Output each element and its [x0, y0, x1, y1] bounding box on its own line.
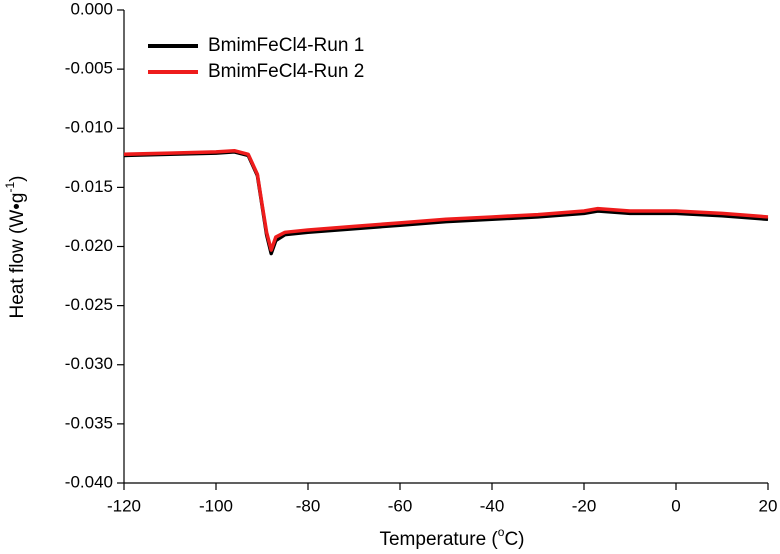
x-tick-label: 20 [759, 496, 778, 515]
y-tick-label: -0.040 [65, 472, 113, 491]
x-tick-label: -100 [199, 496, 233, 515]
data-line [123, 150, 769, 256]
y-tick-label: -0.005 [65, 59, 113, 78]
x-axis-label: Temperature (oC) [379, 525, 524, 550]
x-tick-label: -20 [572, 496, 597, 515]
x-tick-label: -60 [388, 496, 413, 515]
y-tick-label: -0.020 [65, 236, 113, 255]
x-tick-label: -40 [480, 496, 505, 515]
x-tick-label: -120 [107, 496, 141, 515]
y-tick-label: -0.025 [65, 295, 113, 314]
data-line [123, 148, 769, 252]
legend-label: BmimFeCl4-Run 1 [208, 35, 364, 56]
y-tick-label: -0.035 [65, 413, 113, 432]
x-tick-label: -80 [296, 496, 321, 515]
y-tick-label: 0.000 [70, 0, 113, 18]
y-tick-label: -0.010 [65, 118, 113, 137]
y-tick-label: -0.015 [65, 177, 113, 196]
y-tick-label: -0.030 [65, 354, 113, 373]
legend-label: BmimFeCl4-Run 2 [208, 61, 364, 82]
y-axis-label: Heat flow (W•g-1) [3, 176, 28, 319]
x-tick-label: 0 [671, 496, 680, 515]
